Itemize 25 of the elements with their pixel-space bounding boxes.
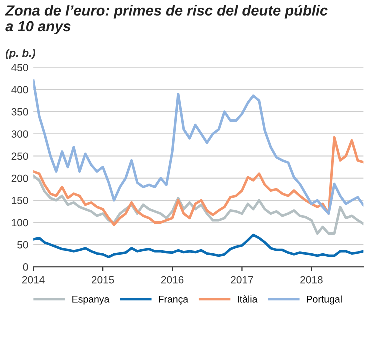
x-tick-label: 2015 [92,276,114,284]
y-tick-label: 150 [12,197,28,204]
y-tick-label: 350 [12,108,28,116]
chart-subtitle: (p. b.) [6,49,36,60]
line-series [34,234,364,259]
y-tick-label: 300 [12,130,28,138]
x-tick-label: 2017 [231,276,254,284]
x-tick-label: 2016 [161,276,184,284]
line-series [34,80,364,216]
y-tick-label: 0 [23,264,28,271]
y-tick-label: 50 [18,241,28,249]
legend-label: Espanya [72,296,110,305]
legend-label: Portugal [307,296,342,305]
line-series [34,174,364,236]
line-series [34,136,364,226]
y-tick-label: 100 [12,219,28,227]
chart-title: Zona de l’euro: primes de risc del deute públic a 10 anys [5,5,328,34]
y-tick-label: 450 [12,64,28,72]
x-tick-label: 2018 [300,276,323,284]
y-tick-label: 200 [12,174,28,182]
y-tick-label: 250 [12,152,28,160]
legend-label: França [159,296,189,305]
y-tick-label: 400 [12,86,28,94]
x-tick-label: 2014 [22,276,45,284]
legend-label: Itàlia [238,296,258,303]
